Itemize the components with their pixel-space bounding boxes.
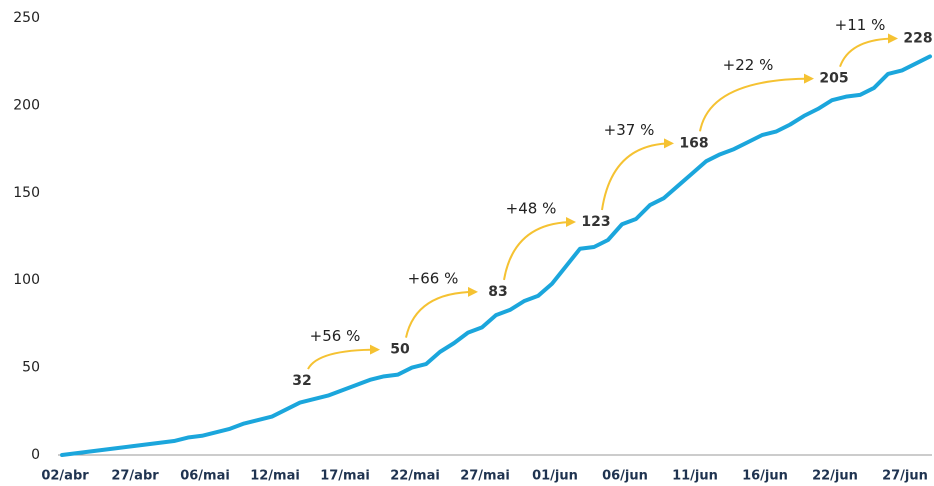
data-line: [60, 54, 932, 457]
growth-label: +22 %: [723, 56, 774, 74]
growth-arrow: [405, 286, 478, 338]
y-tick-label: 0: [31, 447, 40, 463]
data-label: 50: [390, 342, 410, 358]
growth-label: +66 %: [408, 269, 459, 287]
x-tick-label: 27/abr: [111, 469, 159, 484]
growth-arrow: [307, 344, 380, 370]
x-tick-label: 01/jun: [532, 469, 578, 484]
x-tick-label: 27/mai: [460, 469, 510, 484]
y-tick-label: 250: [13, 10, 40, 26]
y-tick-label: 150: [13, 185, 40, 201]
x-tick-label: 12/mai: [250, 469, 300, 484]
y-tick-label: 100: [13, 272, 40, 288]
growth-arrow: [503, 216, 576, 281]
y-tick-label: 200: [13, 97, 40, 113]
y-tick-label: 50: [22, 360, 40, 376]
growth-arrow: [839, 33, 898, 68]
growth-label: +48 %: [506, 199, 557, 217]
growth-label: +11 %: [835, 16, 886, 34]
x-tick-label: 22/mai: [390, 469, 440, 484]
growth-arrow: [601, 138, 674, 211]
data-label: 228: [903, 30, 932, 46]
x-tick-label: 06/mai: [180, 469, 230, 484]
x-tick-label: 16/jun: [742, 469, 788, 484]
data-label: 123: [581, 214, 610, 230]
growth-arrow: [699, 73, 814, 132]
x-tick-label: 11/jun: [672, 469, 718, 484]
x-tick-label: 06/jun: [602, 469, 648, 484]
x-tick-label: 02/abr: [41, 469, 89, 484]
x-tick-label: 17/mai: [320, 469, 370, 484]
data-label: 83: [488, 284, 507, 300]
data-label: 205: [819, 71, 848, 87]
data-label: 32: [292, 373, 311, 389]
x-tick-label: 27/jun: [882, 469, 928, 484]
growth-label: +56 %: [310, 327, 361, 345]
growth-label: +37 %: [604, 121, 655, 139]
data-label: 168: [679, 135, 708, 151]
x-tick-label: 22/jun: [812, 469, 858, 484]
